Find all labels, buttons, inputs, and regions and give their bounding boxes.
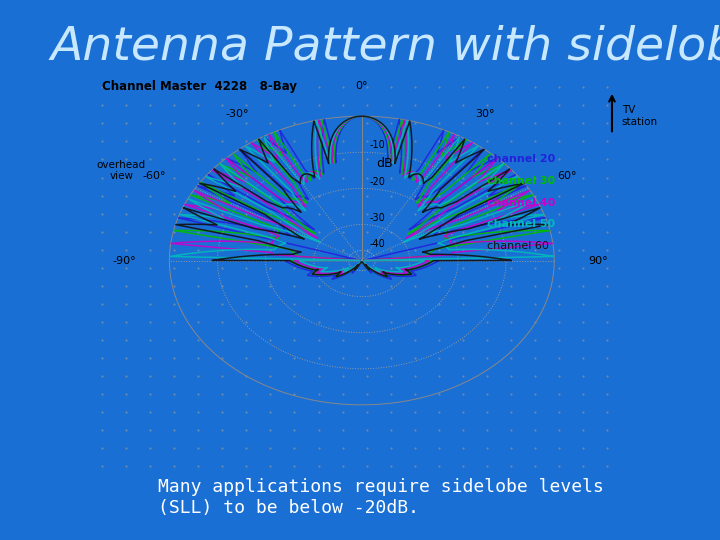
- Text: -60°: -60°: [143, 171, 166, 181]
- Text: 60°: 60°: [557, 171, 577, 181]
- Text: dB: dB: [377, 157, 393, 170]
- Text: Many applications require sidelobe levels
(SLL) to be below -20dB.: Many applications require sidelobe level…: [158, 478, 604, 517]
- Text: 30°: 30°: [475, 109, 495, 119]
- Text: channel 30: channel 30: [487, 176, 555, 186]
- Text: -40: -40: [369, 239, 384, 248]
- Text: 0°: 0°: [356, 81, 368, 91]
- Text: channel 60: channel 60: [487, 241, 549, 251]
- Text: Channel Master  4228   8-Bay: Channel Master 4228 8-Bay: [102, 80, 297, 93]
- Text: Antenna Pattern with sidelobes: Antenna Pattern with sidelobes: [50, 24, 720, 69]
- Text: -90°: -90°: [112, 255, 135, 266]
- Text: overhead
view: overhead view: [96, 159, 146, 181]
- Text: 90°: 90°: [588, 255, 608, 266]
- Text: channel 20: channel 20: [487, 154, 555, 165]
- Text: channel 50: channel 50: [487, 219, 555, 230]
- Text: channel 40: channel 40: [487, 198, 555, 208]
- Text: -20: -20: [369, 177, 385, 186]
- Text: -30: -30: [369, 213, 384, 222]
- Text: -30°: -30°: [225, 109, 248, 119]
- Text: -10: -10: [369, 140, 384, 151]
- Text: TV
station: TV station: [621, 105, 657, 127]
